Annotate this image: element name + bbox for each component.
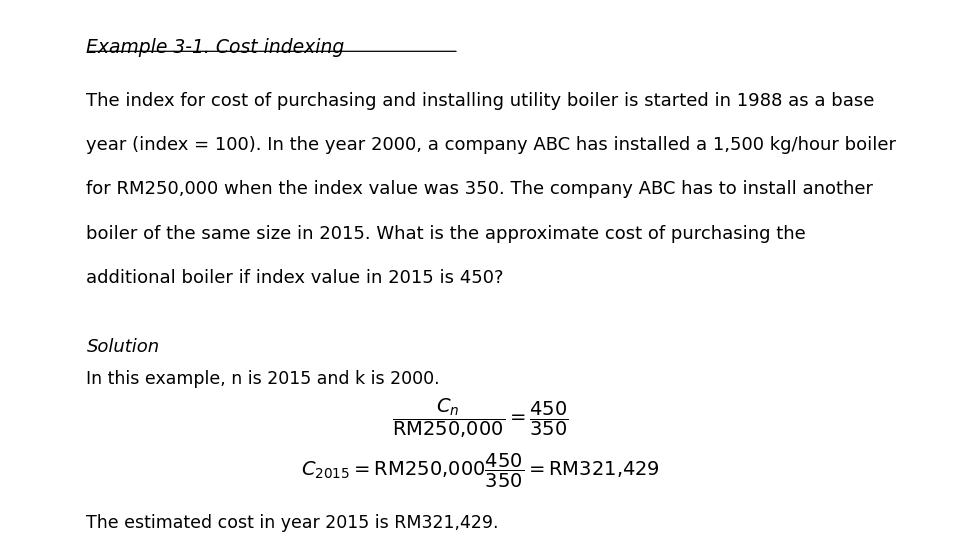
Text: Example 3-1. Cost indexing: Example 3-1. Cost indexing — [86, 38, 345, 57]
Text: additional boiler if index value in 2015 is 450?: additional boiler if index value in 2015… — [86, 269, 504, 287]
Text: $\dfrac{C_n}{\mathrm{RM250{,}000}} = \dfrac{450}{350}$: $\dfrac{C_n}{\mathrm{RM250{,}000}} = \df… — [392, 397, 568, 440]
Text: for RM250,000 when the index value was 350. The company ABC has to install anoth: for RM250,000 when the index value was 3… — [86, 180, 874, 198]
Text: year (index = 100). In the year 2000, a company ABC has installed a 1,500 kg/hou: year (index = 100). In the year 2000, a … — [86, 136, 897, 154]
Text: Solution: Solution — [86, 338, 159, 355]
Text: The index for cost of purchasing and installing utility boiler is started in 198: The index for cost of purchasing and ins… — [86, 92, 875, 110]
Text: boiler of the same size in 2015. What is the approximate cost of purchasing the: boiler of the same size in 2015. What is… — [86, 225, 806, 242]
Text: In this example, n is 2015 and k is 2000.: In this example, n is 2015 and k is 2000… — [86, 370, 440, 388]
Text: The estimated cost in year 2015 is RM321,429.: The estimated cost in year 2015 is RM321… — [86, 514, 499, 532]
Text: $C_{2015} = \mathrm{RM250{,}000}\dfrac{450}{350} = \mathrm{RM321{,}429}$: $C_{2015} = \mathrm{RM250{,}000}\dfrac{4… — [300, 452, 660, 490]
